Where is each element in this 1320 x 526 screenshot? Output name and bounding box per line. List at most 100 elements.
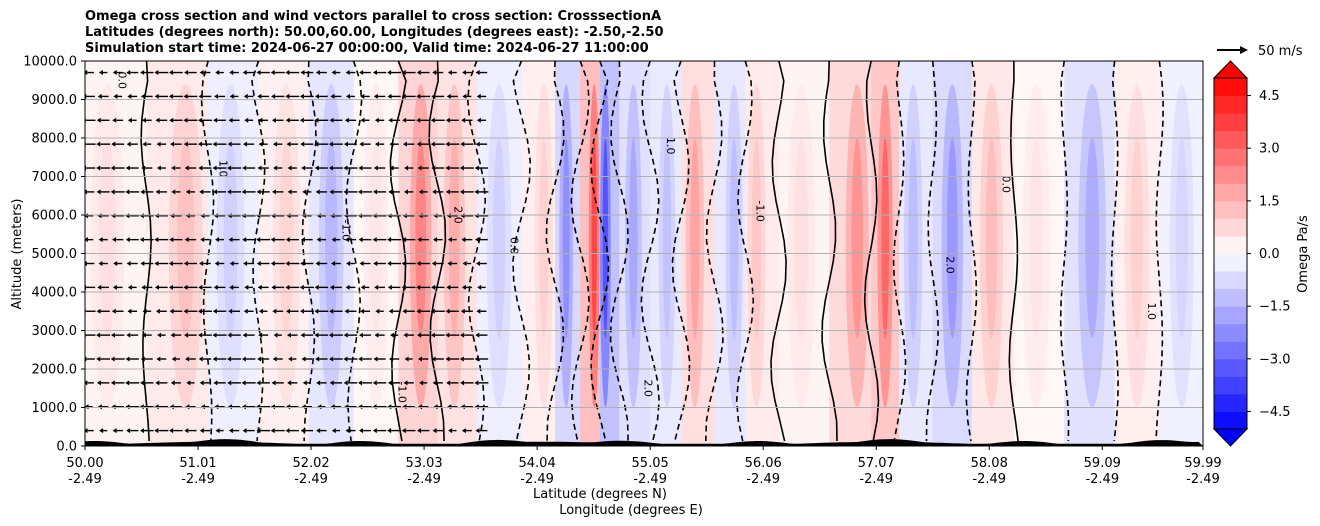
omega-band-peak xyxy=(177,138,195,339)
wind-vector-head xyxy=(97,284,102,290)
wind-vector-head xyxy=(329,189,334,195)
wind-vector-head xyxy=(198,356,203,362)
wind-vector-head xyxy=(168,93,173,99)
contour-label: 2.0 xyxy=(944,256,957,274)
y-tick-label: 10000.0 xyxy=(23,55,77,70)
wind-vector-head xyxy=(404,356,409,362)
wind-vector-head xyxy=(141,117,146,123)
colorbar-tick-label: −3.0 xyxy=(1259,352,1291,367)
x-tick-label-lon: -2.49 xyxy=(1186,472,1220,487)
wind-vector-head xyxy=(476,93,481,99)
wind-vector-head xyxy=(183,93,188,99)
wind-vector-head xyxy=(375,141,380,147)
colorbar-segment xyxy=(1214,393,1247,412)
wind-vector-head xyxy=(256,261,261,267)
colorbar-extend-top xyxy=(1212,60,1249,79)
wind-vector-head xyxy=(431,284,436,290)
wind-vector-head xyxy=(401,428,406,434)
wind-vector-head xyxy=(358,189,363,195)
plot-frame xyxy=(84,60,1204,447)
wind-vector-head xyxy=(387,237,392,243)
wind-vector-head xyxy=(461,117,466,123)
wind-vector-head xyxy=(258,141,263,147)
wind-vector-head xyxy=(141,284,146,290)
contour-line xyxy=(466,61,487,442)
wind-vector-head xyxy=(270,261,275,267)
wind-vector-head xyxy=(431,356,436,362)
wind-vector-head xyxy=(446,93,451,99)
wind-vector-head xyxy=(387,284,392,290)
wind-vector-head xyxy=(171,189,176,195)
x-tick-label-lon: -2.49 xyxy=(520,472,554,487)
contour-label: -1.0 xyxy=(395,381,408,402)
y-tick-label: 9000.0 xyxy=(32,93,78,108)
wind-vector-head xyxy=(242,332,247,338)
wind-vector-head xyxy=(343,332,348,338)
wind-vector-head xyxy=(155,189,160,195)
wind-vector-head xyxy=(125,189,130,195)
wind-vector-head xyxy=(257,93,262,99)
contour-line xyxy=(428,61,447,442)
wind-vector-head xyxy=(389,356,394,362)
wind-vector-head xyxy=(446,380,451,386)
wind-vector-head xyxy=(387,428,392,434)
quiver-key: 50 m/s xyxy=(1217,44,1303,59)
wind-vector-head xyxy=(228,428,233,434)
wind-vector-head xyxy=(271,284,276,290)
colorbar-tick-label: 3.0 xyxy=(1259,142,1280,157)
wind-vector-head xyxy=(387,261,392,267)
wind-vector-head xyxy=(212,356,217,362)
wind-vector-head xyxy=(285,93,290,99)
wind-vector-head xyxy=(373,165,378,171)
contour-line xyxy=(821,61,838,442)
wind-vector-head xyxy=(96,332,101,338)
colorbar-segment xyxy=(1214,183,1247,202)
wind-vector-head xyxy=(373,93,378,99)
wind-vector-head xyxy=(416,308,421,314)
omega-band-peak xyxy=(794,138,809,339)
wind-vector-head xyxy=(154,237,159,243)
wind-vector-head xyxy=(475,428,480,434)
wind-vector-head xyxy=(329,380,334,386)
wind-vector-head xyxy=(462,93,467,99)
wind-vector-head xyxy=(257,165,262,171)
wind-vector-head xyxy=(343,380,348,386)
wind-vector-head xyxy=(228,308,233,314)
contour-line xyxy=(671,61,691,442)
wind-vector-head xyxy=(459,356,464,362)
wind-vector-head xyxy=(243,141,248,147)
omega-band-peak xyxy=(591,138,597,339)
wind-vector-head xyxy=(460,308,465,314)
colorbar-segment xyxy=(1214,218,1247,237)
wind-vector-head xyxy=(330,93,335,99)
x-tick-label-lat: 56.06 xyxy=(745,456,782,471)
wind-vector-head xyxy=(388,308,393,314)
wind-vector-head xyxy=(227,189,232,195)
colorbar-segment xyxy=(1214,130,1247,149)
wind-vector-head xyxy=(110,165,115,171)
wind-vector-head xyxy=(228,117,233,123)
colorbar-segment xyxy=(1214,165,1247,184)
wind-vector-head xyxy=(358,332,363,338)
wind-vector-head xyxy=(314,93,319,99)
wind-vector-head xyxy=(344,308,349,314)
contour-label: 1.0 xyxy=(216,160,229,178)
wind-vector-head xyxy=(256,380,261,386)
wind-vector-head xyxy=(432,380,437,386)
wind-vector-head xyxy=(388,117,393,123)
wind-vector-head xyxy=(286,141,291,147)
wind-vector-head xyxy=(416,261,421,267)
wind-vectors xyxy=(85,70,489,434)
wind-vector-head xyxy=(186,380,191,386)
wind-vector-head xyxy=(185,189,190,195)
wind-vector-head xyxy=(185,356,190,362)
wind-vector-head xyxy=(170,332,175,338)
wind-vector-head xyxy=(110,356,115,362)
wind-vector-head xyxy=(315,261,320,267)
contour-line xyxy=(640,61,661,442)
wind-vector-head xyxy=(328,141,333,147)
wind-vector-head xyxy=(316,380,321,386)
wind-vector-head xyxy=(140,428,145,434)
wind-vector-head xyxy=(258,117,263,123)
wind-vector-head xyxy=(199,70,204,76)
